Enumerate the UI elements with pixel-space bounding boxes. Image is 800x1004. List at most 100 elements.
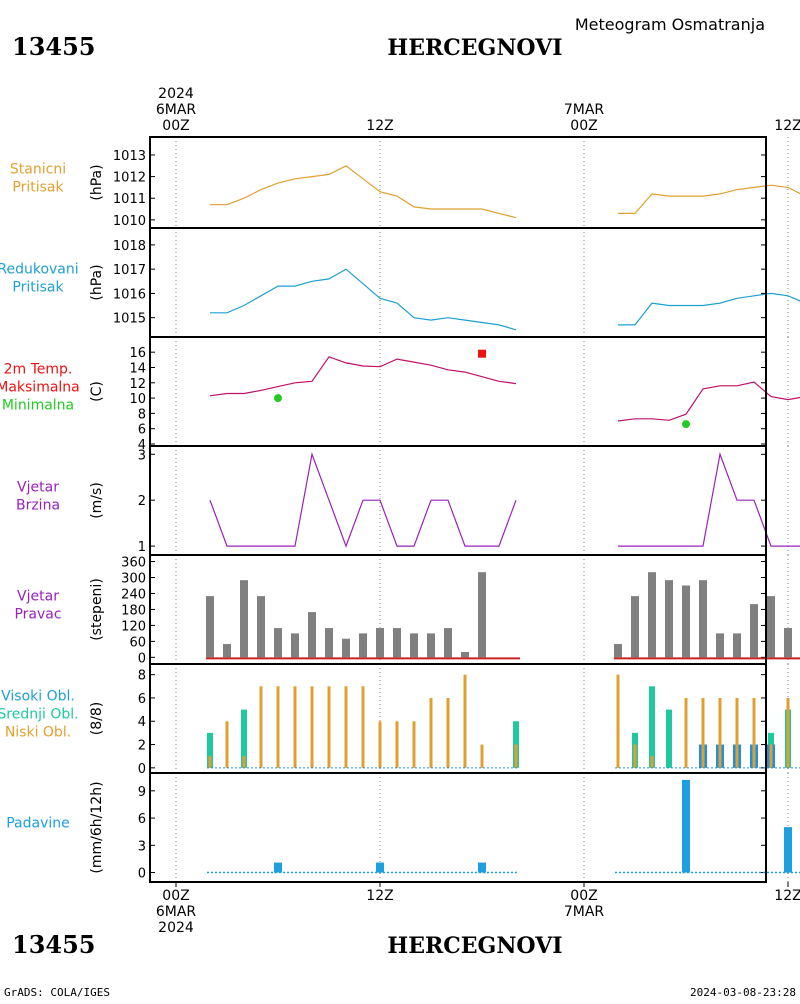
direction-bar	[784, 628, 792, 658]
direction-bar	[410, 633, 418, 658]
series-line	[210, 268, 517, 331]
panel-frame	[149, 227, 767, 338]
y-axis-label: (m/s)	[89, 482, 105, 519]
y-tick-label: 0	[138, 651, 146, 666]
direction-bar	[733, 633, 741, 658]
y-tick-label: 1013	[113, 149, 146, 164]
station-name-bottom: HERCEGNOVI	[387, 933, 562, 959]
cloud-bar	[633, 744, 637, 768]
station-name-top: HERCEGNOVI	[387, 35, 562, 61]
direction-bar	[767, 596, 775, 658]
y-tick-label: 1012	[113, 171, 146, 186]
cloud-bar	[735, 697, 739, 768]
time-label-bottom: 00Z	[162, 888, 189, 904]
y-tick-label: 8	[138, 669, 146, 684]
y-tick-label: 1010	[113, 214, 146, 229]
y-tick-label: 1011	[113, 192, 146, 207]
direction-bar	[325, 628, 333, 658]
direction-bar	[274, 628, 282, 658]
cloud-bar	[480, 744, 484, 768]
cloud-bar	[463, 674, 467, 768]
y-tick-label: 9	[138, 785, 146, 800]
panel-label: Visoki Obl.	[1, 689, 75, 705]
y-tick-label: 0	[138, 867, 146, 882]
y-tick-label: 360	[121, 556, 146, 571]
direction-bar	[631, 596, 639, 658]
panel-label: Redukovani	[0, 262, 79, 278]
time-label-top: 00Z	[570, 118, 597, 134]
cloud-bar	[208, 756, 212, 768]
series-line	[209, 356, 517, 397]
panel-label: Pritisak	[12, 180, 64, 196]
panel-label: Srednji Obl.	[0, 707, 79, 723]
cloud-bar	[769, 744, 773, 768]
y-tick-label: 1017	[113, 263, 146, 278]
y-axis-label: (mm/6h/12h)	[89, 781, 105, 873]
series-line	[209, 452, 517, 548]
precip-bar	[376, 862, 384, 873]
direction-bar	[750, 604, 758, 658]
direction-bar	[699, 580, 707, 658]
time-label-bottom: 12Z	[366, 888, 393, 904]
series-line	[618, 452, 800, 547]
direction-bar	[614, 644, 622, 658]
cloud-bar	[786, 697, 790, 768]
y-tick-label: 180	[121, 603, 146, 618]
panel-label: Vjetar	[17, 480, 59, 496]
direction-bar	[682, 585, 690, 658]
direction-bar	[223, 644, 231, 658]
cloud-bar	[684, 697, 688, 768]
cloud-bar	[378, 721, 382, 768]
cloud-bar	[412, 721, 416, 768]
y-tick-label: 60	[129, 635, 146, 650]
y-tick-label: 1	[138, 540, 146, 555]
time-label-bottom: 12Z	[774, 888, 800, 904]
direction-bar	[308, 612, 316, 658]
direction-bar	[427, 633, 435, 658]
panel-frame	[149, 772, 767, 883]
series-line	[617, 381, 800, 422]
y-tick-label: 14	[129, 361, 146, 376]
panel-4: 1 2 3 (m/s) Vjetar Brzina	[16, 445, 800, 556]
direction-bar	[716, 633, 724, 658]
time-label-bottom: 00Z	[570, 888, 597, 904]
footer-right: 2024-03-08-23:28	[690, 986, 796, 999]
time-label-bottom: 2024	[158, 920, 194, 936]
direction-bar	[206, 596, 214, 658]
y-tick-label: 6	[138, 423, 146, 438]
y-tick-label: 8	[138, 407, 146, 422]
cloud-bar	[344, 686, 348, 768]
series-line	[618, 184, 800, 214]
direction-bar	[342, 638, 350, 658]
panel-1: 1010 1011 1012 1013 (hPa) Stanicni Pritisak	[10, 136, 800, 229]
y-tick-label: 3	[138, 839, 146, 854]
time-label-top: 12Z	[366, 118, 393, 134]
precip-bar	[784, 827, 792, 873]
y-tick-label: 1015	[113, 312, 146, 327]
y-tick-label: 12	[129, 377, 146, 392]
y-tick-label: 2	[138, 494, 146, 509]
direction-bar	[444, 628, 452, 658]
time-label-top: 6MAR	[156, 102, 197, 118]
precip-bar	[478, 862, 486, 873]
cloud-bar	[327, 686, 331, 768]
y-tick-label: 300	[121, 572, 146, 587]
cloud-bar	[718, 697, 722, 768]
y-axis-label: (hPa)	[89, 264, 105, 300]
series-line	[618, 292, 800, 326]
cloud-bar	[752, 697, 756, 768]
y-tick-label: 4	[138, 438, 146, 453]
cloud-bar	[701, 697, 705, 768]
panel-frame	[149, 336, 767, 447]
panel-label: 2m Temp.	[4, 362, 73, 378]
direction-bar	[393, 628, 401, 658]
time-label-bottom: 6MAR	[156, 904, 197, 920]
time-label-top: 00Z	[162, 118, 189, 134]
panel-6: 0 2 4 6 8 (8/8) Visoki Obl. Srednji Obl. Niski O…	[0, 663, 800, 777]
panel-2: 1015 1016 1017 1018 (hPa) Redukovani Pritisak	[0, 227, 800, 338]
subtitle: Meteogram Osmatranja	[575, 15, 765, 34]
panel-label: Pravac	[14, 607, 61, 623]
tmin-marker	[274, 394, 282, 403]
